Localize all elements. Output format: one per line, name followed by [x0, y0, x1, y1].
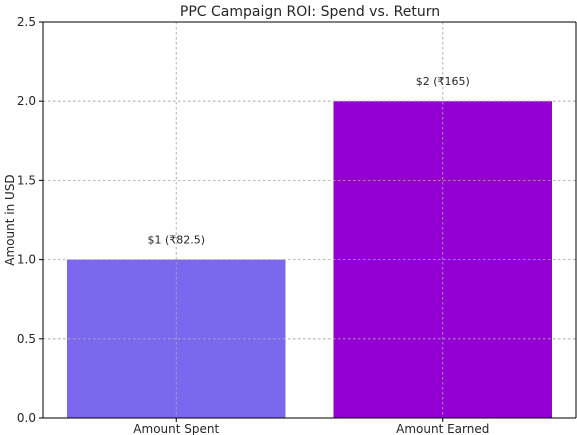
bar-data-label: $1 (₹82.5) [147, 234, 205, 247]
axes-layer [39, 21, 577, 422]
y-tick-label: 0.0 [17, 411, 36, 425]
y-tick-label: 1.0 [17, 253, 36, 267]
y-tick-label: 0.5 [17, 332, 36, 346]
x-tick-label: Amount Earned [396, 422, 489, 435]
y-tick-label: 1.5 [17, 173, 36, 187]
y-tick-label: 2.5 [17, 15, 36, 29]
chart-title: PPC Campaign ROI: Spend vs. Return [180, 4, 440, 20]
labels-layer: 0.0 0.5 1.0 1.5 2.0 2.5 Amount Spent Amount Ear… [17, 15, 489, 435]
bars-layer [43, 21, 576, 418]
y-axis-label: Amount in USD [3, 174, 17, 265]
bar-data-label: $2 (₹165) [416, 75, 470, 88]
y-tick-label: 2.0 [17, 94, 36, 108]
x-tick-label: Amount Spent [133, 422, 219, 435]
